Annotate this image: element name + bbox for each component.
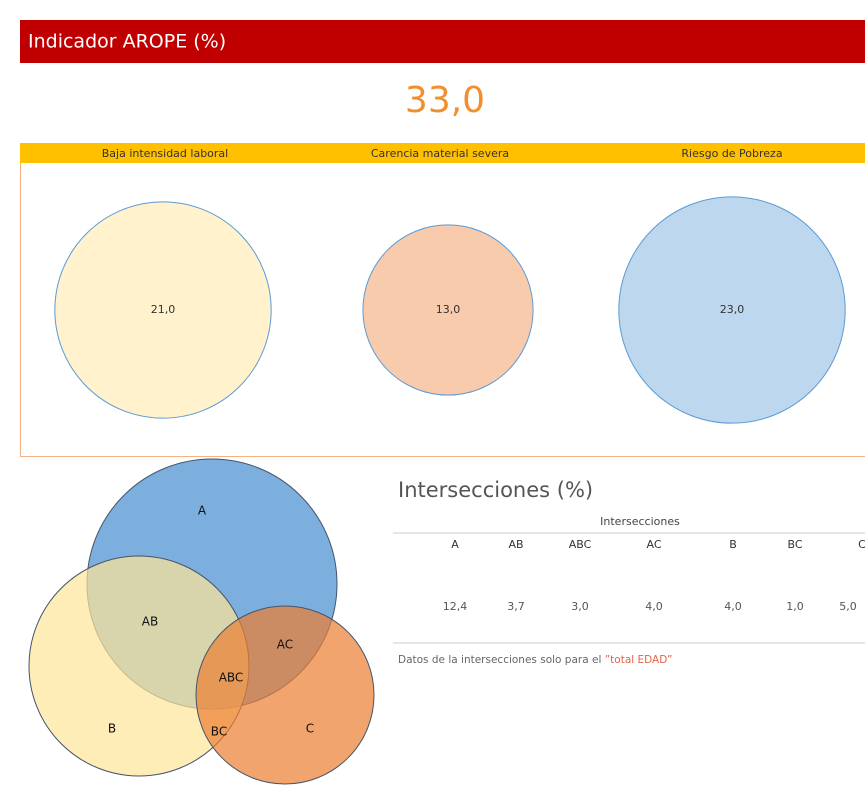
note: Datos de la intersecciones solo para el … <box>398 654 672 666</box>
venn <box>28 458 375 785</box>
bubble-header-bar <box>20 143 865 163</box>
table-title: Intersecciones (%) <box>398 478 593 502</box>
cell: 12,4 <box>443 600 468 613</box>
kpi-value: 33,0 <box>405 80 485 121</box>
venn-label: ABC <box>219 671 244 685</box>
column-header: C <box>858 538 865 551</box>
note-highlight: ”total EDAD” <box>605 654 673 666</box>
bubble-header: Baja intensidad laboral <box>102 147 228 160</box>
note-text: Datos de la intersecciones solo para el <box>398 654 605 666</box>
bubble-header: Riesgo de Pobreza <box>681 147 782 160</box>
bubble-label: 21,0 <box>151 303 176 316</box>
column-header: AB <box>508 538 523 551</box>
column-header: ABC <box>569 538 592 551</box>
venn-label: AB <box>142 615 158 629</box>
cell: 3,0 <box>571 600 589 613</box>
venn-label: A <box>198 504 207 518</box>
cell: 4,0 <box>645 600 663 613</box>
venn-label: B <box>108 722 116 736</box>
cell: 1,0 <box>786 600 804 613</box>
title-bar <box>20 20 865 63</box>
cell: 4,0 <box>724 600 742 613</box>
bubble-header: Carencia material severa <box>371 147 509 160</box>
bubble-label: 13,0 <box>436 303 461 316</box>
bubble-label: 23,0 <box>720 303 745 316</box>
venn-label: BC <box>211 725 227 739</box>
column-header: BC <box>787 538 802 551</box>
table-header: Intersecciones <box>600 515 680 528</box>
venn-label: C <box>306 722 314 736</box>
title: Indicador AROPE (%) <box>28 31 226 53</box>
bubble <box>618 196 846 424</box>
column-header: AC <box>646 538 661 551</box>
bubble <box>362 224 534 396</box>
cell: 3,7 <box>507 600 525 613</box>
cell: 5,0 <box>839 600 857 613</box>
venn-circle-c <box>195 605 375 785</box>
column-header: B <box>729 538 737 551</box>
venn-label: AC <box>277 638 293 652</box>
column-header: A <box>451 538 459 551</box>
bubble <box>54 201 272 419</box>
